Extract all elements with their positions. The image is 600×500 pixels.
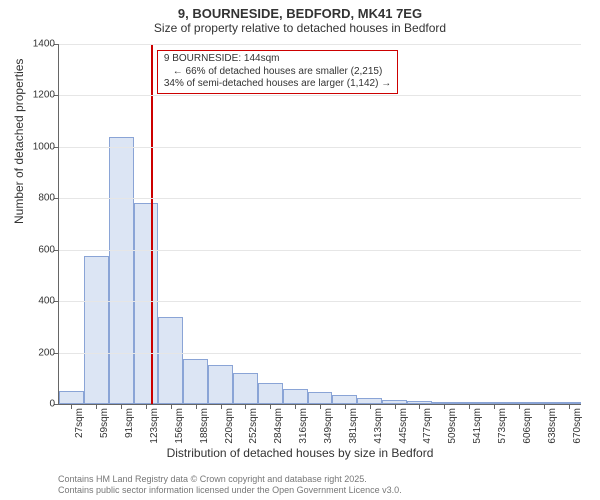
x-tick-label: 252sqm <box>248 404 259 444</box>
bar <box>258 383 283 404</box>
marker-line <box>151 44 153 404</box>
x-tick-label: 27sqm <box>74 404 85 438</box>
y-tick-label: 200 <box>25 347 55 358</box>
y-tick-label: 0 <box>25 399 55 410</box>
chart-title: 9, BOURNESIDE, BEDFORD, MK41 7EG <box>0 0 600 21</box>
y-axis-label: Number of detached properties <box>12 59 26 224</box>
x-tick-label: 156sqm <box>174 404 185 444</box>
y-tick-label: 1400 <box>25 39 55 50</box>
bar <box>183 359 208 404</box>
x-tick-label: 91sqm <box>124 404 135 438</box>
x-tick-label: 381sqm <box>348 404 359 444</box>
x-tick-label: 573sqm <box>497 404 508 444</box>
x-axis-label: Distribution of detached houses by size … <box>0 446 600 460</box>
annotation-box: 9 BOURNESIDE: 144sqm← 66% of detached ho… <box>157 50 398 94</box>
bar <box>109 137 134 404</box>
bar <box>332 395 357 404</box>
x-tick-label: 284sqm <box>273 404 284 444</box>
x-tick-label: 413sqm <box>373 404 384 444</box>
bar <box>233 373 258 404</box>
x-tick-label: 477sqm <box>422 404 433 444</box>
bar <box>158 317 183 404</box>
y-tick-label: 600 <box>25 244 55 255</box>
x-tick-label: 220sqm <box>224 404 235 444</box>
y-tick-label: 400 <box>25 296 55 307</box>
x-tick-label: 541sqm <box>472 404 483 444</box>
x-tick-label: 349sqm <box>323 404 334 444</box>
footer-line-1: Contains HM Land Registry data © Crown c… <box>58 474 402 485</box>
x-tick-label: 445sqm <box>398 404 409 444</box>
x-tick-label: 509sqm <box>447 404 458 444</box>
x-tick-label: 670sqm <box>572 404 583 444</box>
bar <box>308 392 333 404</box>
histogram-chart: 9, BOURNESIDE, BEDFORD, MK41 7EG Size of… <box>0 0 600 500</box>
chart-subtitle: Size of property relative to detached ho… <box>0 21 600 39</box>
x-tick-label: 188sqm <box>199 404 210 444</box>
annotation-line: 9 BOURNESIDE: 144sqm <box>164 53 391 66</box>
x-tick-label: 59sqm <box>99 404 110 438</box>
footer-line-2: Contains public sector information licen… <box>58 485 402 496</box>
annotation-line: 34% of semi-detached houses are larger (… <box>164 78 391 91</box>
x-tick-label: 123sqm <box>149 404 160 444</box>
plot-area: 9 BOURNESIDE: 144sqm← 66% of detached ho… <box>58 44 581 405</box>
y-tick-label: 1200 <box>25 90 55 101</box>
y-tick-label: 800 <box>25 193 55 204</box>
bar <box>59 391 84 404</box>
footer-text: Contains HM Land Registry data © Crown c… <box>58 474 402 496</box>
bars-container <box>59 44 581 404</box>
x-tick-label: 316sqm <box>298 404 309 444</box>
bar <box>84 256 109 404</box>
bar <box>134 203 159 404</box>
bar <box>283 389 308 404</box>
x-tick-label: 606sqm <box>522 404 533 444</box>
annotation-line: ← 66% of detached houses are smaller (2,… <box>164 66 391 79</box>
x-tick-label: 638sqm <box>547 404 558 444</box>
y-tick-label: 1000 <box>25 141 55 152</box>
bar <box>208 365 233 404</box>
